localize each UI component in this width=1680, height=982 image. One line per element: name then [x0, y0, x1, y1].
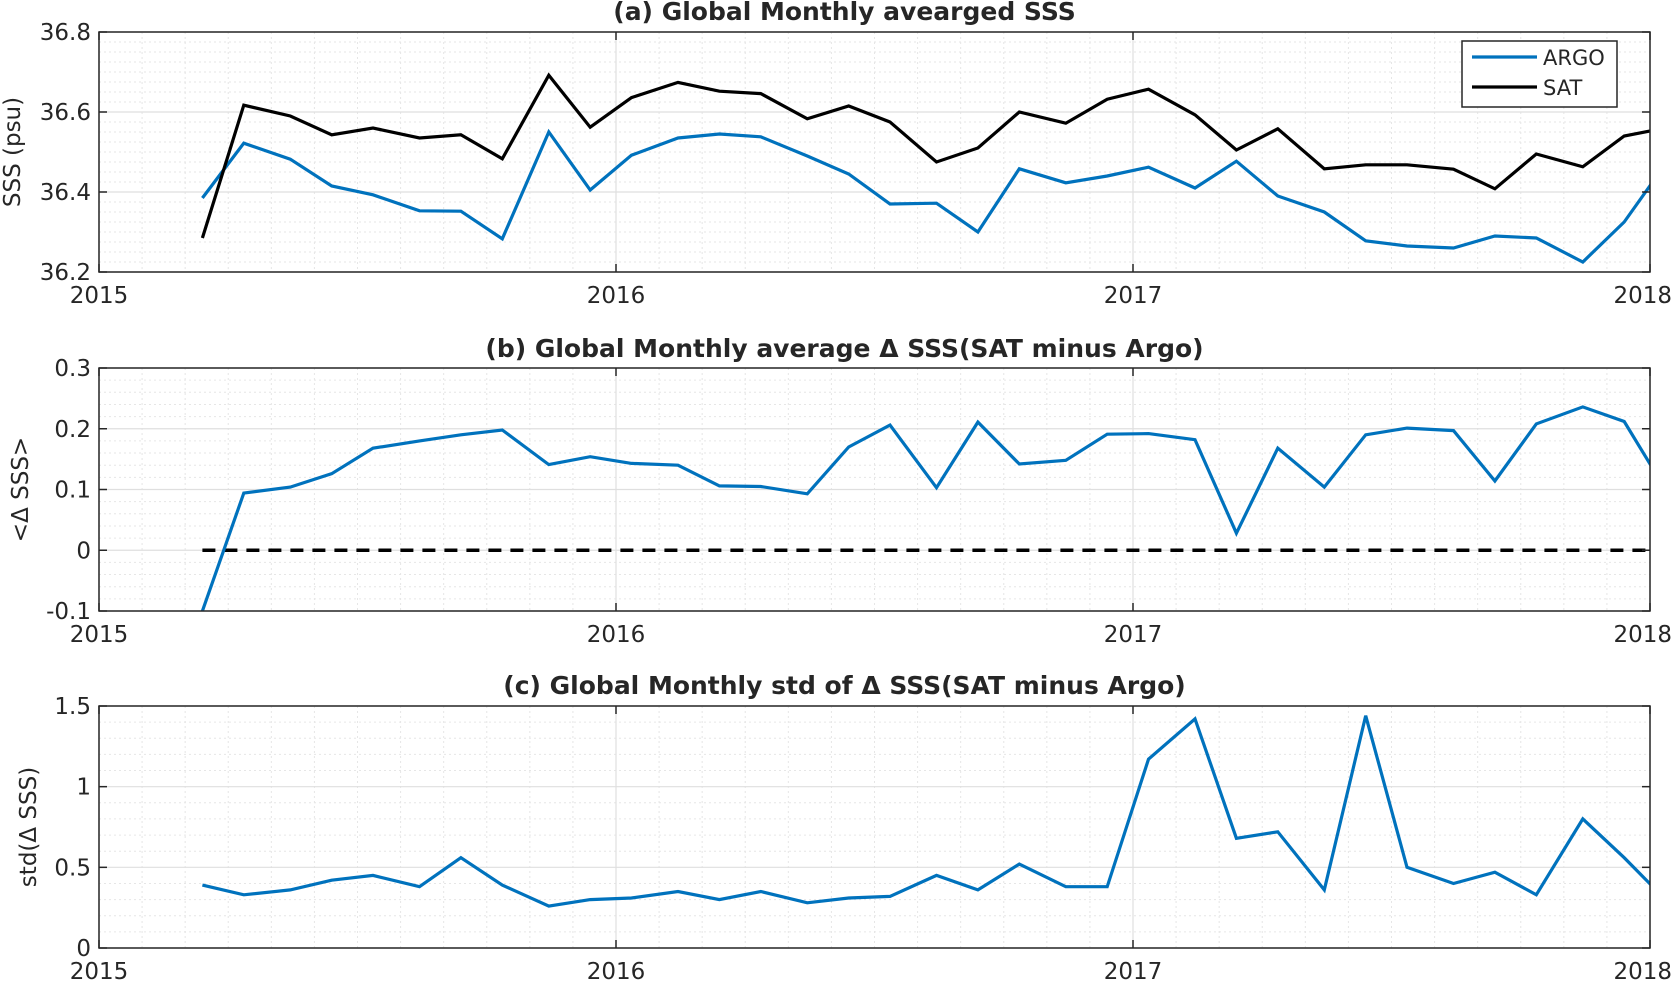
axes-box: [98, 705, 1651, 949]
x-tick-label: 2015: [70, 959, 129, 982]
series-line-series-0: [202, 715, 1650, 908]
panel-b: 2015 2016 2017 2018 -0.1 0 0.1 0.2 0.3 (b) Global…: [8, 334, 1672, 648]
y-tick-label: 0.2: [54, 417, 91, 443]
chart-title: (c) Global Monthly std of Δ SSS(SAT minu…: [503, 671, 1185, 700]
series-line-argo: [201, 128, 1650, 264]
y-axis-label: std(Δ SSS): [16, 767, 42, 887]
series-line-sat: [200, 72, 1650, 239]
y-tick-label: 0.5: [54, 855, 91, 881]
y-tick-label: 1: [76, 775, 91, 801]
x-tick-label: 2018: [1613, 622, 1672, 648]
y-tick-label: 36.2: [40, 260, 91, 286]
x-tick-label: 2017: [1104, 283, 1163, 309]
legend-label-argo: ARGO: [1543, 46, 1605, 70]
panel-c: 2015 2016 2017 2018 0 0.5 1 1.5 (c) Global Month…: [16, 671, 1672, 982]
x-tick-label: 2016: [587, 622, 646, 648]
chart-title: (a) Global Monthly avearged SSS: [613, 0, 1075, 26]
x-tick-label: 2017: [1104, 959, 1163, 982]
legend: ARGO SAT: [1461, 40, 1618, 108]
x-tick-label: 2016: [587, 959, 646, 982]
y-tick-label: 36.8: [40, 20, 91, 46]
axes-box: [98, 31, 1651, 273]
x-tick-label: 2018: [1613, 283, 1672, 309]
y-tick-label: 0: [76, 538, 91, 564]
legend-label-sat: SAT: [1543, 76, 1582, 100]
chart-title: (b) Global Monthly average Δ SSS(SAT min…: [485, 334, 1203, 363]
x-tick-label: 2016: [587, 283, 646, 309]
panel-a: 2015 2016 2017 2018 36.2 36.4 36.6 36.8 (a) Glob…: [0, 0, 1672, 309]
y-tick-label: 36.6: [40, 100, 91, 126]
x-tick-label: 2018: [1613, 959, 1672, 982]
x-tick-label: 2017: [1104, 622, 1163, 648]
y-axis-label: <Δ SSS>: [8, 437, 34, 542]
series-line-series-0: [200, 405, 1650, 611]
x-tick-label: 2015: [70, 283, 129, 309]
legend-box: [1461, 40, 1618, 108]
y-tick-label: 1.5: [54, 694, 91, 720]
y-tick-label: 0: [76, 936, 91, 962]
y-tick-label: 0.3: [54, 356, 91, 382]
y-tick-label: 0.1: [54, 478, 91, 504]
y-tick-label: -0.1: [46, 599, 91, 625]
x-tick-label: 2015: [70, 622, 129, 648]
y-tick-label: 36.4: [40, 180, 91, 206]
y-axis-label: SSS (psu): [0, 97, 26, 207]
